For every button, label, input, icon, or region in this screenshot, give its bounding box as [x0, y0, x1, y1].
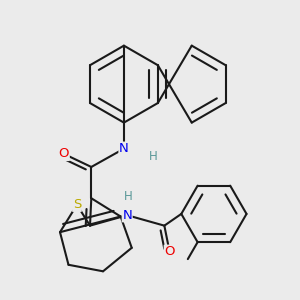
Text: O: O [164, 245, 175, 258]
Text: O: O [59, 147, 69, 161]
Text: N: N [119, 142, 129, 155]
Text: S: S [73, 198, 81, 211]
Text: H: H [149, 150, 158, 163]
Text: N: N [122, 209, 132, 222]
Text: H: H [124, 190, 133, 203]
